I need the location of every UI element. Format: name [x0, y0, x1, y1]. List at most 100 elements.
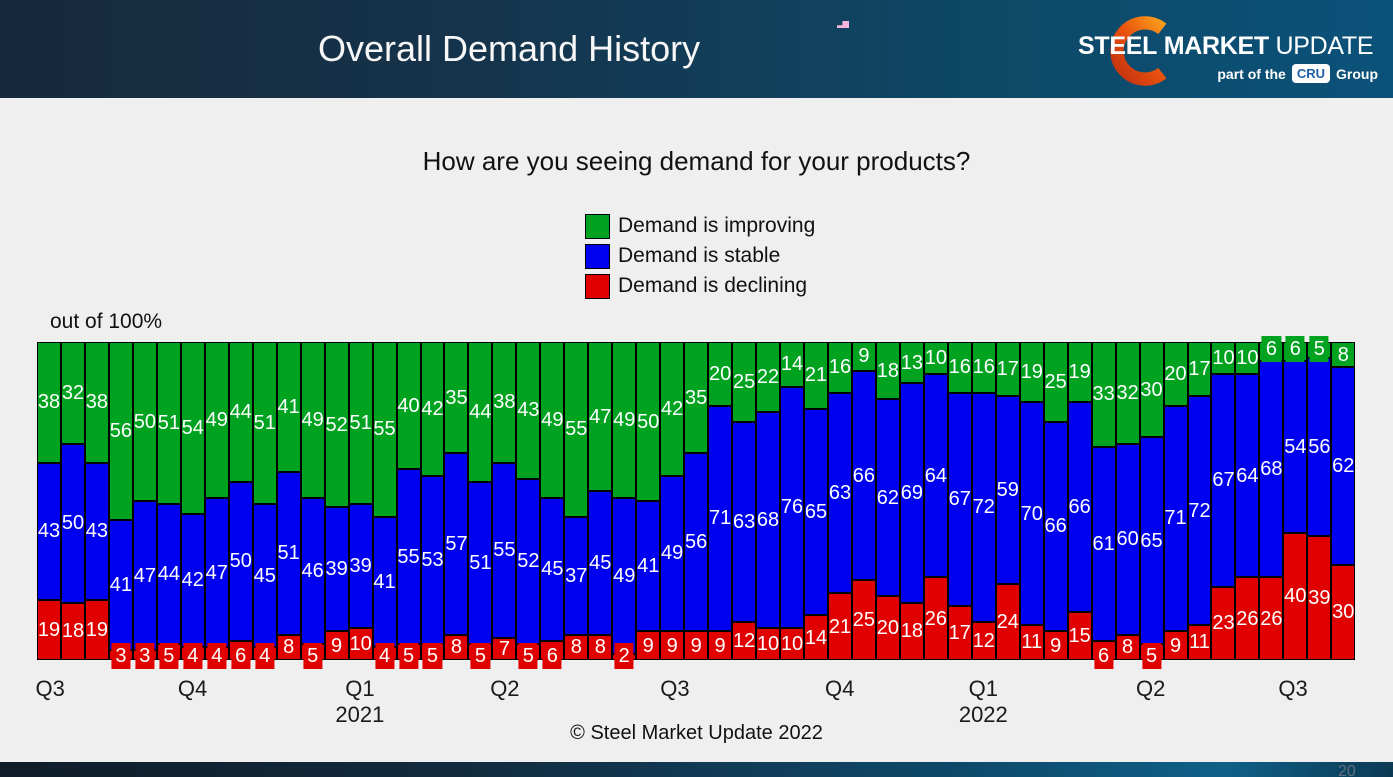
segment-value-label: 26 — [1260, 607, 1283, 630]
improving-segment: 9 — [851, 342, 876, 371]
segment-value-label: 42 — [661, 397, 684, 420]
bar-17: 42 53 5 — [420, 342, 445, 669]
improving-segment: 49 — [540, 342, 565, 498]
bar-41: 17 59 24 — [995, 342, 1020, 660]
improving-segment: 51 — [252, 342, 277, 505]
segment-value-label: 41 — [637, 555, 660, 578]
improving-segment: 32 — [60, 342, 85, 444]
bar-39: 16 67 17 — [947, 342, 972, 660]
stable-segment: 51 — [468, 481, 493, 645]
segment-value-label: 8 — [570, 636, 582, 659]
segment-value-label: 59 — [996, 478, 1019, 501]
improving-segment: 54 — [180, 342, 205, 514]
declining-segment: 3 — [108, 642, 133, 669]
stable-segment: 62 — [1331, 367, 1356, 565]
improving-segment: 42 — [420, 342, 445, 476]
improving-segment: 22 — [756, 342, 781, 412]
segment-value-label: 51 — [349, 412, 372, 435]
segment-value-label: 40 — [397, 394, 420, 417]
improving-segment: 19 — [1067, 342, 1092, 403]
declining-segment: 21 — [827, 593, 852, 660]
stable-segment: 59 — [995, 396, 1020, 584]
bar-37: 13 69 18 — [899, 342, 924, 660]
stable-segment: 60 — [1115, 443, 1140, 635]
improving-segment: 41 — [276, 342, 301, 473]
segment-value-label: 63 — [732, 510, 756, 533]
improving-segment: 8 — [1331, 342, 1356, 368]
bar-14: 51 39 10 — [348, 342, 373, 660]
segment-value-label: 43 — [85, 520, 109, 543]
segment-value-label: 71 — [1164, 507, 1187, 530]
segment-value-label: 33 — [1092, 383, 1115, 406]
segment-value-label: 19 — [85, 618, 109, 641]
x-axis-year-label: 2021 — [335, 702, 385, 727]
declining-segment: 6 — [1091, 640, 1116, 669]
segment-value-label: 10 — [756, 633, 780, 656]
segment-value-label: 61 — [1092, 532, 1115, 555]
segment-value-label: 65 — [1140, 529, 1163, 552]
segment-value-label: 62 — [1332, 455, 1355, 478]
segment-value-label: 8 — [1122, 636, 1134, 659]
declining-segment: 24 — [995, 583, 1020, 660]
declining-segment: 11 — [1019, 625, 1044, 660]
improving-segment: 16 — [827, 342, 852, 393]
improving-segment: 20 — [708, 342, 733, 406]
segment-value-label: 51 — [277, 542, 300, 565]
improving-segment: 38 — [492, 342, 517, 463]
bar-5: 50 47 3 — [132, 342, 157, 669]
segment-value-label: 20 — [708, 362, 732, 385]
segment-value-label: 44 — [157, 563, 180, 586]
stable-segment: 44 — [156, 504, 181, 645]
improving-segment: 30 — [1139, 342, 1164, 438]
logo-tagline: part of the CRU Group — [1217, 64, 1378, 83]
bar-48: 20 71 9 — [1163, 342, 1188, 660]
segment-value-label: 41 — [109, 574, 133, 597]
improving-segment: 49 — [204, 342, 229, 498]
stable-segment: 50 — [60, 443, 85, 603]
segment-value-label: 5 — [1309, 336, 1329, 362]
segment-value-label: 45 — [253, 564, 276, 587]
segment-value-label: 50 — [133, 410, 156, 433]
declining-segment: 8 — [1115, 634, 1140, 660]
improving-segment: 25 — [1043, 342, 1068, 422]
segment-value-label: 26 — [1236, 607, 1259, 630]
bar-19: 44 51 5 — [468, 342, 493, 669]
segment-value-label: 30 — [1140, 378, 1163, 401]
chart-question-title: How are you seeing demand for your produ… — [422, 146, 971, 176]
declining-segment: 12 — [971, 621, 996, 660]
declining-segment: 4 — [204, 642, 229, 669]
declining-segment: 2 — [612, 642, 637, 669]
bar-31: 22 68 10 — [756, 342, 781, 660]
segment-value-label: 32 — [61, 381, 85, 404]
declining-segment: 6 — [540, 640, 565, 669]
segment-value-label: 9 — [1169, 634, 1182, 657]
x-axis-year-label: 2022 — [958, 702, 1008, 727]
segment-value-label: 49 — [541, 408, 564, 431]
stable-segment: 41 — [372, 516, 397, 648]
segment-value-label: 6 — [1285, 336, 1305, 362]
improving-segment: 49 — [612, 342, 637, 498]
stable-segment: 65 — [804, 408, 828, 616]
improving-segment: 44 — [228, 342, 253, 482]
improving-segment: 10 — [1235, 342, 1260, 374]
bar-40: 16 72 12 — [971, 342, 996, 660]
segment-value-label: 25 — [1044, 370, 1067, 393]
declining-segment: 9 — [660, 631, 685, 660]
segment-value-label: 4 — [255, 642, 275, 669]
bar-27: 42 49 9 — [660, 342, 685, 660]
x-axis-quarter-label: Q2 — [490, 676, 520, 701]
improving-segment: 51 — [348, 342, 373, 505]
segment-value-label: 70 — [1020, 502, 1043, 525]
declining-segment: 9 — [324, 631, 349, 660]
segment-value-label: 16 — [828, 356, 852, 379]
stable-segment: 65 — [1139, 437, 1164, 645]
x-axis-quarter-label: Q2 — [1136, 676, 1166, 701]
segment-value-label: 47 — [133, 564, 156, 587]
improving-segment: 14 — [780, 342, 804, 387]
segment-value-label: 51 — [469, 551, 492, 574]
improving-segment: 43 — [516, 342, 541, 479]
bar-36: 18 62 20 — [875, 342, 900, 660]
segment-value-label: 44 — [229, 400, 252, 423]
segment-value-label: 30 — [1332, 601, 1355, 624]
segment-value-label: 18 — [876, 359, 900, 382]
